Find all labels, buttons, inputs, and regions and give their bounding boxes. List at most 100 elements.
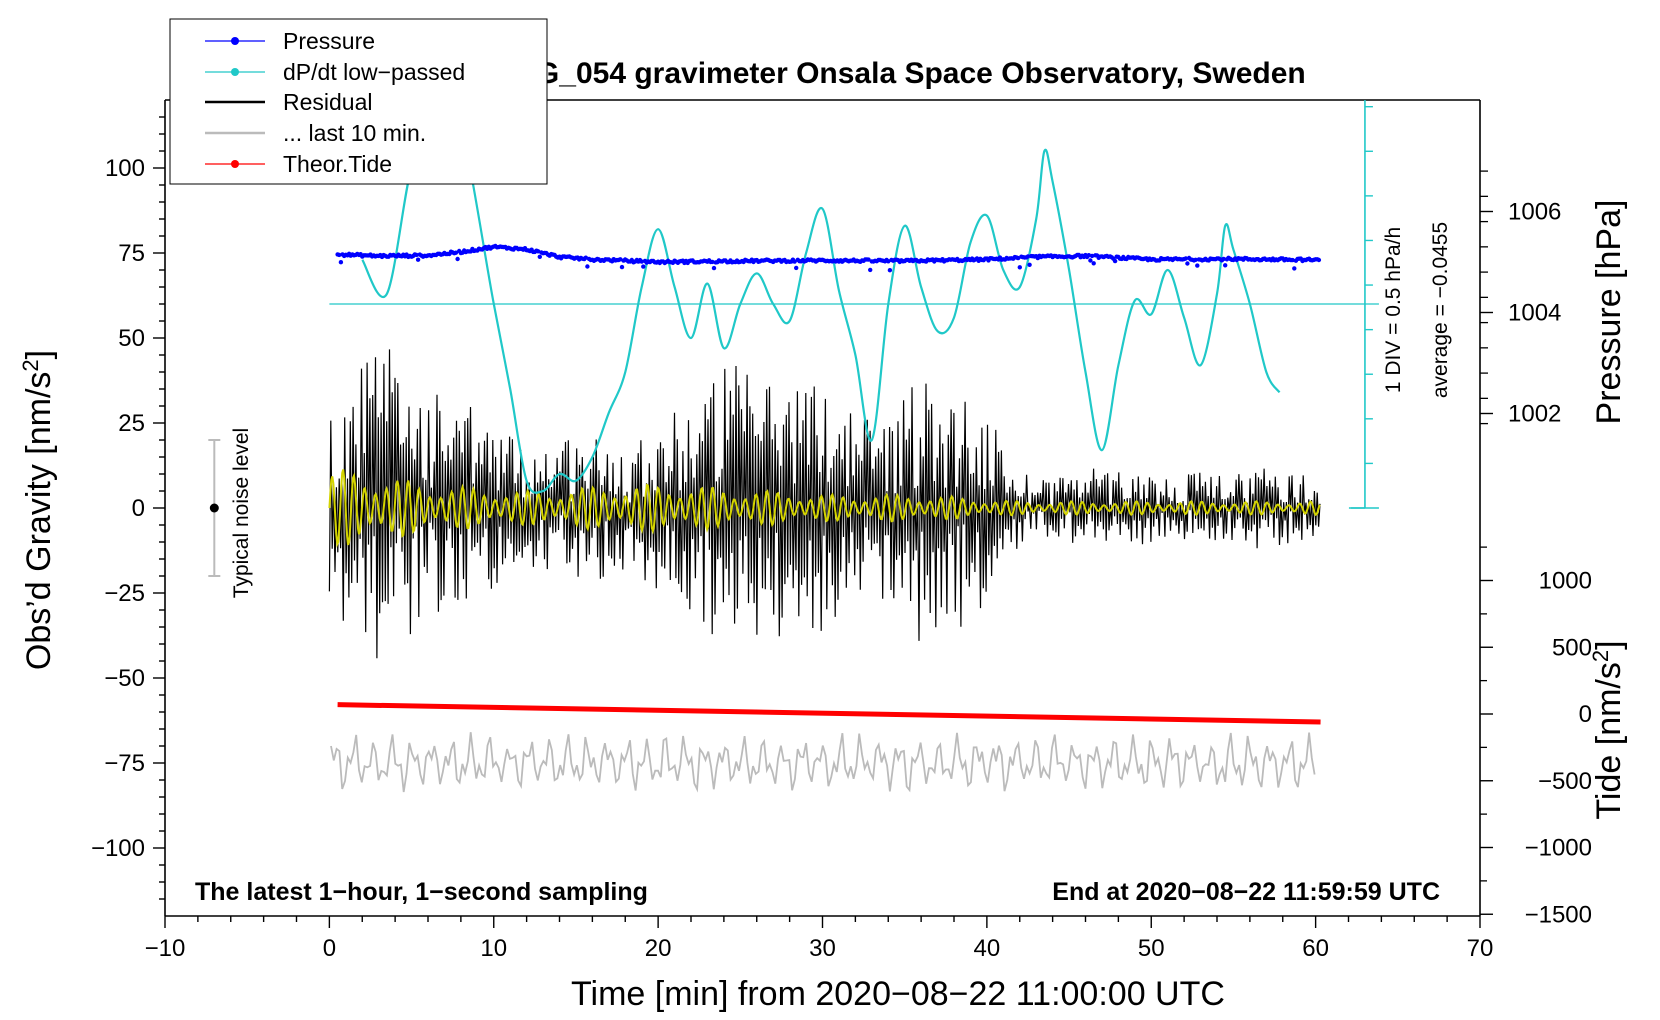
pressure-point [414, 252, 419, 258]
note-latest-hour: The latest 1−hour, 1−second sampling [195, 878, 648, 906]
x-tick-label: 50 [1138, 935, 1165, 962]
pressure-point [338, 260, 344, 265]
noise-level-dot [209, 503, 219, 513]
legend-marker-sample [231, 37, 239, 45]
x-tick-label: 60 [1302, 935, 1329, 962]
tide-tick-label: 0 [1579, 701, 1592, 728]
pressure-point [792, 259, 797, 264]
noise-level-label: Typical noise level [230, 428, 253, 598]
pressure-point [710, 259, 715, 265]
tide-tick-label: −500 [1538, 768, 1592, 795]
y-left-label-main: Obs’d Gravity [nm/s [20, 372, 58, 671]
y-left-axis-label: Obs’d Gravity [nm/s2] [18, 350, 58, 670]
pressure-point [1221, 256, 1226, 262]
plot-layer: −10 0 10 20 30 40 50 60 70−100−75−50−25025507510… [91, 99, 1592, 962]
pressure-point [1017, 265, 1022, 270]
y-left-tick-label: −50 [104, 665, 145, 692]
pressure-point [1290, 257, 1295, 263]
y-left-tick-label: −25 [104, 580, 145, 607]
legend-label-last10: ... last 10 min. [283, 120, 426, 146]
tide-label-sup: 2 [1588, 650, 1613, 662]
pressure-point [1112, 258, 1118, 264]
tide-label-main: Tide [nm/s [1590, 662, 1628, 819]
series-dpdt [361, 119, 1281, 494]
tide-label-end: ] [1590, 640, 1628, 649]
pressure-point [619, 264, 625, 270]
y-left-tick-label: 75 [118, 240, 145, 267]
y-left-tick-label: 100 [105, 155, 145, 182]
pressure-point [1091, 261, 1096, 266]
legend: Pressure dP/dt low−passed Residual ... l… [169, 18, 548, 185]
pressure-point [641, 264, 646, 269]
y-left-tick-label: 25 [118, 410, 145, 437]
series-residual-filtered [328, 469, 1321, 548]
y-left-label-sup: 2 [18, 359, 43, 371]
ddt-average-label: average = −0.0455 [1429, 222, 1452, 398]
tide-tick-label: 1000 [1539, 568, 1592, 595]
pressure-point [1088, 258, 1093, 263]
legend-lines [205, 37, 265, 168]
pressure-point [887, 268, 893, 273]
pressure-point [1086, 253, 1092, 258]
pressure-tick-label: 1004 [1508, 300, 1561, 327]
pressure-point [794, 265, 799, 271]
pressure-point [868, 267, 873, 273]
legend-marker-sample [231, 68, 239, 76]
pressure-point [1195, 263, 1200, 268]
x-tick-label: 0 [323, 935, 336, 962]
pressure-point [1015, 255, 1021, 261]
pressure-point [1223, 263, 1228, 268]
pressure-axis-label: Pressure [hPa] [1590, 200, 1628, 425]
tide-axis-label: Tide [nm/s2] [1588, 640, 1628, 819]
series-residual [328, 349, 1321, 659]
pressure-point [1183, 256, 1189, 261]
pressure-point [337, 252, 342, 258]
y-left-tick-label: 50 [118, 325, 145, 352]
tide-tick-label: 500 [1552, 634, 1592, 661]
x-axis-label: Time [min] from 2020−08−22 11:00:00 UTC [571, 975, 1225, 1013]
pressure-point [1089, 253, 1095, 259]
ddt-div-label: 1 DIV = 0.5 hPa/h [1382, 227, 1405, 393]
x-tick-label: 30 [809, 935, 836, 962]
pressure-point [711, 265, 717, 271]
pressure-point [455, 256, 460, 262]
pressure-tick-label: 1002 [1508, 401, 1561, 428]
pressure-point [639, 259, 644, 264]
pressure-point [453, 250, 459, 255]
series-theor-tide [337, 702, 1321, 725]
legend-label-dpdt: dP/dt low−passed [283, 59, 465, 85]
y-left-tick-label: −75 [104, 750, 145, 777]
legend-label-pressure: Pressure [283, 28, 375, 54]
pressure-point [1185, 261, 1190, 266]
tide-tick-label: −1500 [1525, 901, 1592, 928]
pressure-point [415, 257, 421, 262]
x-tick-label: 10 [480, 935, 507, 962]
x-tick-label: 70 [1467, 935, 1494, 962]
pressure-point [1193, 257, 1198, 262]
tide-tick-label: −1000 [1525, 835, 1592, 862]
y-left-tick-label: 0 [132, 495, 145, 522]
series-last-10-min [330, 732, 1316, 793]
pressure-point [618, 257, 623, 262]
pressure-point [866, 257, 871, 262]
x-tick-label: 40 [974, 935, 1001, 962]
pressure-point [585, 264, 590, 269]
y-left-label-end: ] [20, 350, 58, 359]
legend-marker-sample [231, 160, 239, 168]
y-left-tick-label: −100 [91, 835, 145, 862]
pressure-point [583, 255, 588, 260]
pressure-point [537, 254, 542, 259]
pressure-point [535, 249, 541, 254]
note-end-time: End at 2020−08−22 11:59:59 UTC [1052, 878, 1440, 906]
legend-label-tide: Theor.Tide [283, 151, 392, 177]
x-tick-label: −10 [145, 935, 186, 962]
series-pressure [335, 243, 1322, 273]
pressure-point [1027, 262, 1032, 267]
pressure-point [1292, 266, 1297, 271]
pressure-point [1316, 257, 1322, 263]
pressure-point [1025, 254, 1031, 259]
pressure-tick-label: 1006 [1508, 199, 1561, 226]
x-tick-label: 20 [645, 935, 672, 962]
chart-title: SCG_054 gravimeter Onsala Space Observat… [494, 57, 1306, 90]
